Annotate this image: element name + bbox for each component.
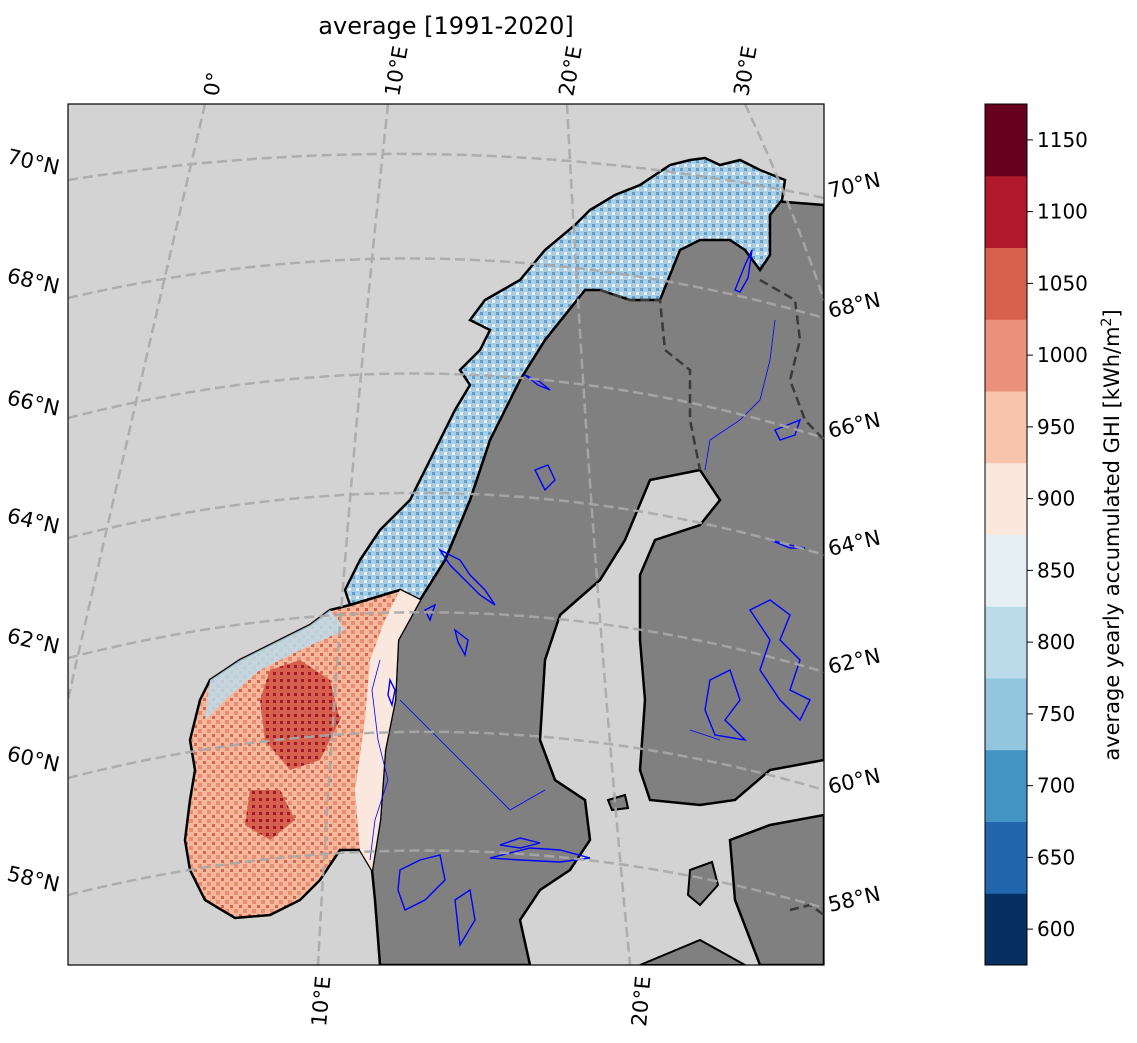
lat-label-right-62: 62°N bbox=[826, 644, 883, 679]
lon-label-top-2: 20°E bbox=[554, 44, 586, 98]
lon-labels-top: 0° 10°E 20°E 30°E bbox=[199, 44, 761, 98]
land-latvia bbox=[639, 938, 748, 965]
norway-west-coast bbox=[205, 610, 345, 720]
norway-mountains bbox=[260, 660, 340, 770]
colorbar-label-end: ] bbox=[1100, 309, 1124, 317]
lon-label-bottom-1: 20°E bbox=[627, 975, 655, 1027]
colorbar-segment bbox=[985, 247, 1027, 320]
lon-label-top-0: 0° bbox=[199, 70, 227, 98]
lat-label-right-68: 68°N bbox=[826, 288, 883, 323]
lat-label-left-58: 58°N bbox=[5, 861, 62, 896]
lon-label-bottom-0: 10°E bbox=[307, 975, 335, 1027]
colorbar-segment bbox=[985, 175, 1027, 248]
norway-mountains-south bbox=[245, 790, 295, 840]
colorbar-label: average yearly accumulated GHI [kWh/m2] bbox=[1099, 309, 1124, 760]
colorbar-tick-label: 900 bbox=[1037, 487, 1075, 511]
colorbar-segment bbox=[985, 534, 1027, 607]
lat-label-right-60: 60°N bbox=[826, 764, 883, 799]
map-frame bbox=[67, 103, 825, 966]
colorbar-tick-label: 750 bbox=[1037, 702, 1075, 726]
lat-label-left-60: 60°N bbox=[5, 741, 62, 776]
colorbar-tick-label: 950 bbox=[1037, 415, 1075, 439]
colorbar-tick-label: 1100 bbox=[1037, 200, 1088, 224]
colorbar-segment bbox=[985, 462, 1027, 535]
lat-labels-right: 70°N 68°N 66°N 64°N 62°N 60°N 58°N bbox=[826, 168, 883, 917]
map-title: average [1991-2020] bbox=[318, 12, 573, 40]
colorbar-tick-label: 1000 bbox=[1037, 343, 1088, 367]
colorbar-tick-label: 850 bbox=[1037, 558, 1075, 582]
lon-label-top-3: 30°E bbox=[729, 44, 761, 98]
colorbar-segment bbox=[985, 749, 1027, 822]
lon-label-top-1: 10°E bbox=[380, 44, 412, 98]
colorbar-segment bbox=[985, 821, 1027, 894]
island-gotland bbox=[686, 860, 720, 907]
lat-label-left-66: 66°N bbox=[5, 385, 62, 420]
colorbar-segment bbox=[985, 391, 1027, 464]
land-estonia bbox=[728, 813, 824, 965]
lat-label-right-64: 64°N bbox=[826, 526, 883, 561]
colorbar-label-sup: 2 bbox=[1099, 318, 1115, 327]
lon-labels-bottom: 10°E 20°E bbox=[307, 975, 655, 1027]
lat-label-right-58: 58°N bbox=[826, 882, 883, 917]
lat-label-left-68: 68°N bbox=[5, 263, 62, 298]
lat-labels-left: 70°N 68°N 66°N 64°N 62°N 60°N 58°N bbox=[5, 144, 62, 896]
colorbar-segment bbox=[985, 319, 1027, 392]
colorbar-segment bbox=[985, 606, 1027, 679]
colorbar-tick-label: 700 bbox=[1037, 774, 1075, 798]
island-aland bbox=[606, 793, 630, 812]
colorbar-tick-label: 800 bbox=[1037, 630, 1075, 654]
colorbar-segment bbox=[985, 104, 1027, 177]
map-panel bbox=[68, 104, 824, 965]
lat-label-left-64: 64°N bbox=[5, 503, 62, 538]
colorbar-tick-label: 1150 bbox=[1037, 128, 1088, 152]
norway-east-lowland bbox=[355, 590, 420, 870]
lat-label-left-70: 70°N bbox=[5, 144, 62, 179]
lat-label-left-62: 62°N bbox=[5, 623, 62, 658]
colorbar-segment bbox=[985, 893, 1027, 966]
rivers bbox=[369, 319, 776, 861]
graticule bbox=[68, 104, 824, 965]
country-border-no-se bbox=[599, 288, 702, 471]
lat-label-right-66: 66°N bbox=[826, 408, 883, 443]
colorbar-segment bbox=[985, 678, 1027, 751]
colorbar-label-main: average yearly accumulated GHI [kWh/m bbox=[1100, 326, 1124, 760]
colorbar: 600 650 700 750 800 850 900 950 1000 1050 1100 1150 bbox=[984, 103, 1088, 966]
colorbar-tick-label: 1050 bbox=[1037, 271, 1088, 295]
colorbar-frame bbox=[984, 103, 1028, 966]
colorbar-tick-label: 600 bbox=[1037, 917, 1075, 941]
lat-label-right-70: 70°N bbox=[826, 168, 883, 203]
country-border-fi-ru bbox=[759, 278, 824, 441]
colorbar-tick-label: 650 bbox=[1037, 845, 1075, 869]
